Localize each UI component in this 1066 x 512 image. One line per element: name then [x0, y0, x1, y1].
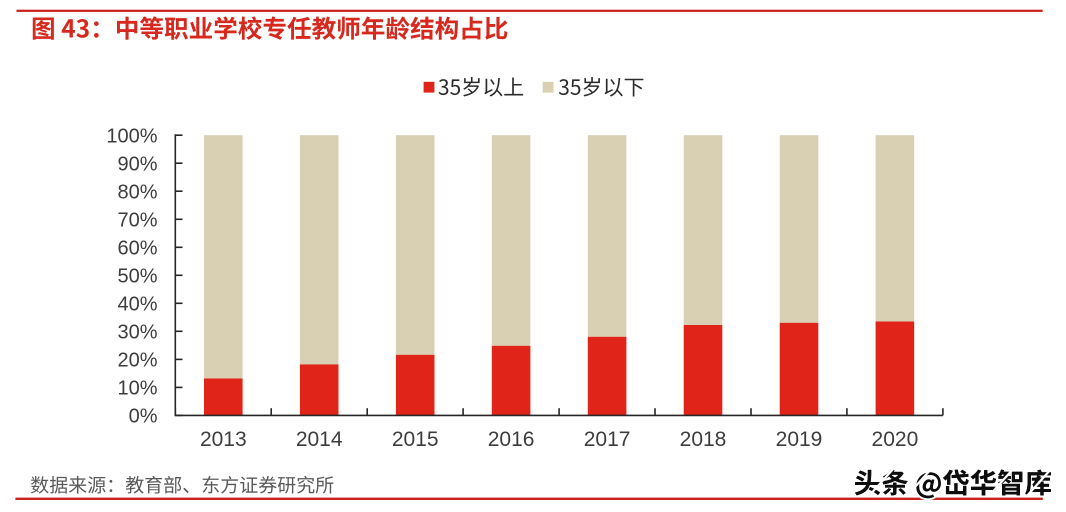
svg-text:10%: 10% [117, 378, 157, 400]
svg-text:2013: 2013 [200, 428, 247, 451]
svg-text:2018: 2018 [680, 428, 727, 451]
svg-text:2017: 2017 [584, 428, 631, 451]
svg-text:2020: 2020 [872, 428, 919, 451]
svg-text:20%: 20% [117, 350, 157, 372]
svg-text:2016: 2016 [488, 428, 535, 451]
svg-text:0%: 0% [129, 406, 158, 428]
svg-text:90%: 90% [117, 154, 157, 176]
svg-text:70%: 70% [117, 210, 157, 232]
svg-text:2014: 2014 [296, 428, 343, 451]
svg-text:100%: 100% [106, 126, 157, 148]
svg-text:60%: 60% [117, 238, 157, 260]
svg-text:2019: 2019 [776, 428, 823, 451]
svg-text:2015: 2015 [392, 428, 439, 451]
svg-text:30%: 30% [117, 322, 157, 344]
svg-text:40%: 40% [117, 294, 157, 316]
svg-text:80%: 80% [117, 182, 157, 204]
svg-text:50%: 50% [117, 266, 157, 288]
